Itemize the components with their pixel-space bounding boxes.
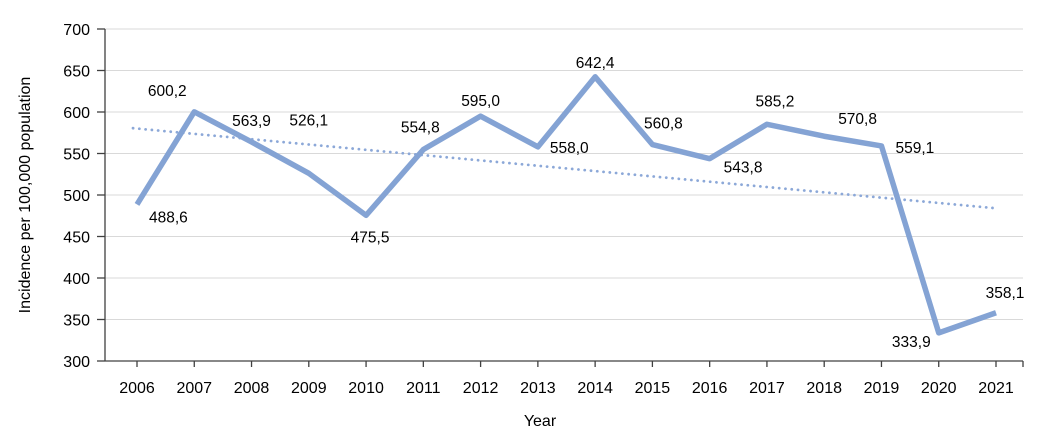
x-tick-label: 2016 [692, 380, 728, 397]
y-tick-label: 350 [63, 313, 90, 330]
x-tick-label: 2017 [749, 380, 785, 397]
x-tick-label: 2019 [864, 380, 900, 397]
x-axis-title: Year [524, 413, 557, 430]
data-label: 559,1 [895, 140, 934, 157]
gridlines [105, 28, 1023, 320]
y-tick-label: 700 [63, 22, 90, 39]
data-label: 358,1 [986, 285, 1025, 302]
data-label: 560,8 [644, 116, 683, 133]
y-tick-label: 400 [63, 271, 90, 288]
y-tick-label: 450 [63, 230, 90, 247]
x-tick-label: 2020 [921, 380, 957, 397]
x-tick-label: 2018 [806, 380, 842, 397]
x-tick-label: 2015 [635, 380, 671, 397]
data-label: 563,9 [232, 113, 271, 130]
data-label: 475,5 [351, 229, 390, 246]
trendline [131, 126, 998, 210]
data-label: 585,2 [756, 93, 795, 110]
x-tick-label: 2013 [520, 380, 556, 397]
x-tick-label: 2010 [348, 380, 384, 397]
y-tick-label: 650 [63, 64, 90, 81]
x-tick-label: 2008 [234, 380, 270, 397]
data-labels: 488,6 600,2 563,9 526,1 475,5 554,8 595,0 558,0… [148, 55, 1025, 351]
x-tick-label: 2021 [978, 380, 1014, 397]
tick-labels: 300 350 400 450 500 550 600 650 700 2006 2007 2008 2… [63, 22, 1014, 397]
x-tick-label: 2012 [463, 380, 499, 397]
data-label: 543,8 [724, 160, 763, 177]
x-tick-label: 2007 [176, 380, 212, 397]
y-tick-label: 600 [63, 105, 90, 122]
series-line [134, 74, 997, 336]
trendline-dotted [131, 126, 998, 210]
y-tick-label: 550 [63, 147, 90, 164]
data-label: 554,8 [401, 120, 440, 137]
data-label: 558,0 [550, 140, 589, 157]
axes [97, 28, 1024, 367]
data-label: 526,1 [289, 112, 328, 129]
y-tick-label: 300 [63, 354, 90, 371]
x-tick-label: 2011 [406, 380, 441, 397]
data-label: 595,0 [461, 93, 500, 110]
x-tick-label: 2014 [577, 380, 613, 397]
y-tick-label: 500 [63, 188, 90, 205]
data-label: 570,8 [838, 111, 877, 128]
y-axis-title: Incidence per 100,000 population [17, 77, 34, 314]
x-tick-label: 2006 [119, 380, 155, 397]
data-label: 600,2 [148, 83, 187, 100]
data-label: 488,6 [149, 209, 188, 226]
incidence-series-line [134, 74, 997, 336]
data-label: 642,4 [576, 55, 615, 72]
data-label: 333,9 [892, 334, 931, 351]
x-tick-label: 2009 [291, 380, 327, 397]
